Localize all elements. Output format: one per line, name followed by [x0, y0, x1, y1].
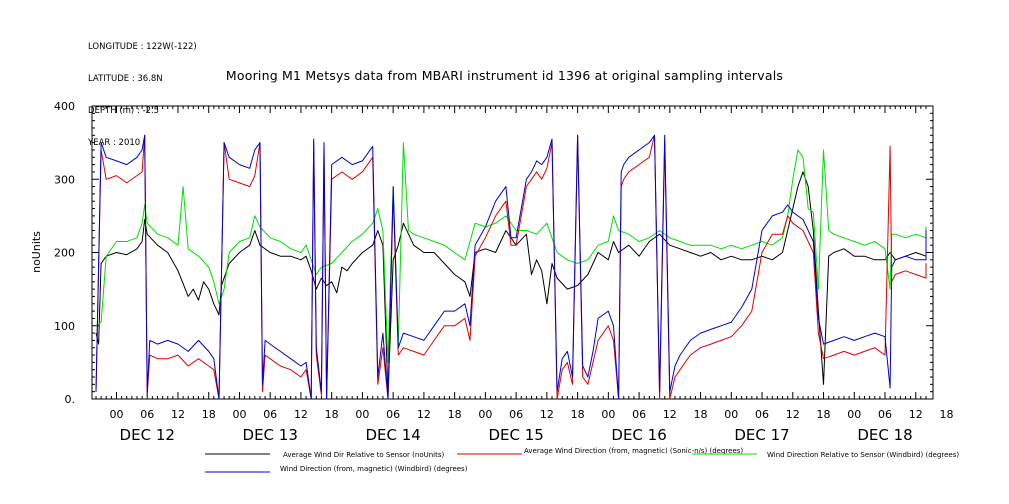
- series-line-2: [95, 142, 927, 363]
- x-tick-label: 18: [817, 408, 831, 421]
- chart-title: Mooring M1 Metsys data from MBARI instru…: [225, 68, 784, 83]
- series-group: [95, 134, 927, 400]
- x-tick-label: 18: [939, 408, 953, 421]
- x-tick-label: 06: [755, 408, 769, 421]
- x-tick-label: 12: [540, 408, 554, 421]
- x-tick-label: 12: [417, 408, 431, 421]
- y-tick-label: 0.: [65, 393, 76, 406]
- y-tick-label: 200: [54, 247, 75, 260]
- y-tick-label: 100: [54, 320, 75, 333]
- x-tick-label: 06: [878, 408, 892, 421]
- plot-frame: [91, 105, 934, 400]
- legend-label-blue-text: Wind Direction (from, magnetic) (Windbir…: [280, 465, 468, 473]
- x-tick-label: 18: [202, 408, 216, 421]
- x-tick-label: 00: [355, 408, 369, 421]
- y-tick-label: 300: [54, 173, 75, 186]
- x-tick-label: 06: [140, 408, 154, 421]
- x-tick-label: 06: [509, 408, 523, 421]
- legend-label-black: Average Wind Dir Relative to Sensor (noU…: [283, 451, 444, 459]
- x-tick-label: 06: [386, 408, 400, 421]
- legend: Average Wind Dir Relative to Sensor (noU…: [205, 447, 959, 473]
- series-line-0: [95, 171, 927, 396]
- y-tick-label: 400: [54, 100, 75, 113]
- x-tick-label: 12: [909, 408, 923, 421]
- x-tick-label: 12: [786, 408, 800, 421]
- legend-label-red: Average Wind Direction (from, magnetic) …: [524, 447, 743, 455]
- day-label: DEC 16: [611, 426, 666, 444]
- metadata-block: LONGITUDE : 122W(-122) LATITUDE : 36.8N …: [88, 21, 197, 159]
- legend-label-green: Wind Direction Relative to Sensor (Windb…: [767, 451, 959, 459]
- day-label: DEC 17: [734, 426, 789, 444]
- day-label: DEC 14: [365, 426, 420, 444]
- x-tick-label: 06: [263, 408, 277, 421]
- meta-depth: DEPTH (m) : -2.5: [88, 105, 160, 116]
- x-axis: 00 06 12 18 00 06 12 18 00 06 12 18 00 06 12 18 00 06 12 18…: [95, 106, 953, 444]
- day-label: DEC 15: [488, 426, 543, 444]
- legend-label-blue: Wind Direction (from, magnetic) (Windbir…: [280, 465, 468, 473]
- x-tick-label: 12: [663, 408, 677, 421]
- day-label: DEC 13: [243, 426, 298, 444]
- x-tick-label: 18: [325, 408, 339, 421]
- x-tick-label: 18: [448, 408, 462, 421]
- x-tick-label: 06: [632, 408, 646, 421]
- x-tick-label: 00: [109, 408, 123, 421]
- series-line-3: [95, 134, 927, 400]
- x-tick-label: 18: [694, 408, 708, 421]
- x-tick-label: 00: [478, 408, 492, 421]
- meta-longitude: LONGITUDE : 122W(-122): [88, 42, 197, 53]
- y-axis-label: noUnits: [30, 231, 43, 273]
- x-tick-label: 18: [571, 408, 585, 421]
- meta-year: YEAR : 2010: [88, 137, 141, 148]
- meta-latitude: LATITUDE : 36.8N: [88, 73, 163, 84]
- legend-label-red-text: Average Wind Direction (from, magnetic) …: [524, 447, 743, 455]
- x-tick-label: 00: [724, 408, 738, 421]
- x-tick-label: 12: [171, 408, 185, 421]
- series-line-1: [95, 134, 927, 400]
- y-axis: 0. 100 200 300 400: [54, 100, 933, 406]
- x-tick-label: 00: [847, 408, 861, 421]
- x-tick-label: 00: [232, 408, 246, 421]
- x-tick-label: 00: [601, 408, 615, 421]
- day-label: DEC 12: [120, 426, 175, 444]
- day-label: DEC 18: [857, 426, 912, 444]
- x-tick-label: 12: [294, 408, 308, 421]
